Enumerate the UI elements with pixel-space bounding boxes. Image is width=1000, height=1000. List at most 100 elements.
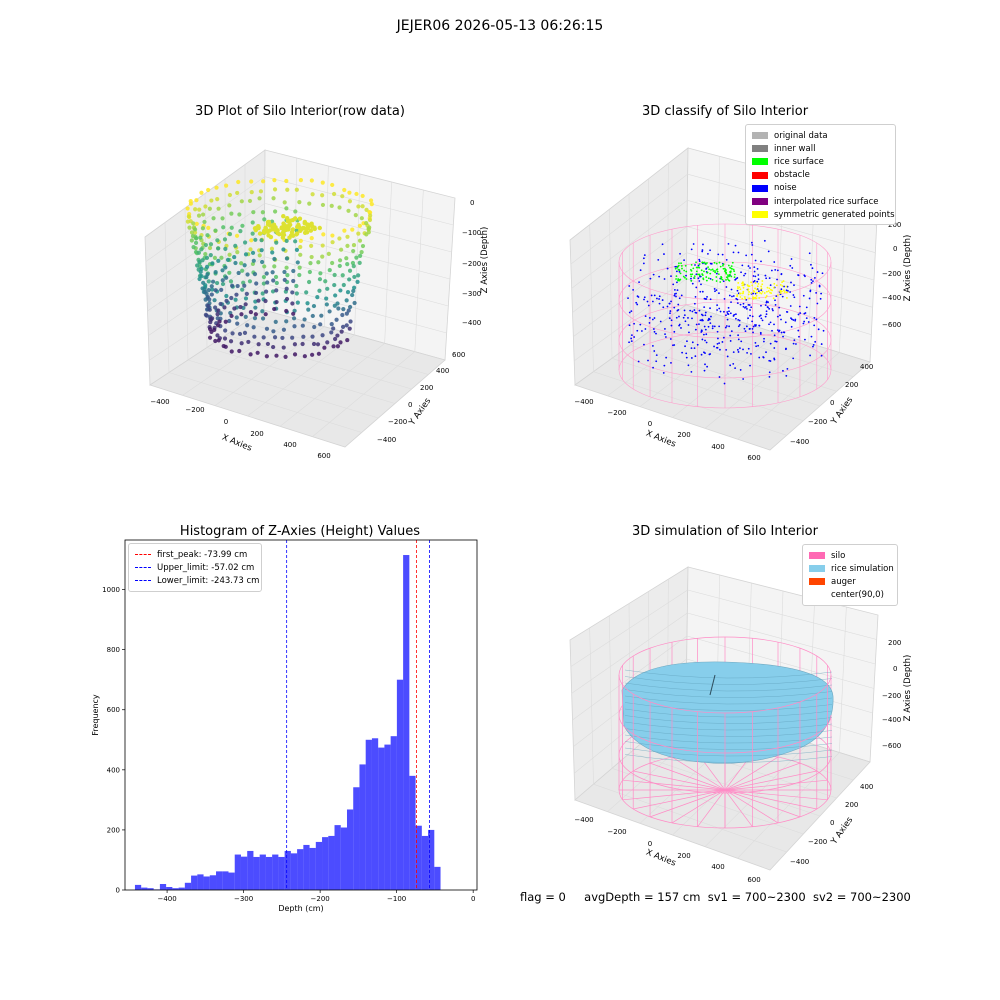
data-point xyxy=(750,253,753,256)
data-point xyxy=(767,306,769,309)
data-point xyxy=(747,317,749,320)
data-point xyxy=(776,269,779,272)
data-point xyxy=(347,268,353,273)
histogram-bar xyxy=(371,738,379,890)
data-point xyxy=(734,244,737,247)
data-point xyxy=(295,300,300,305)
data-point xyxy=(758,315,761,318)
data-point xyxy=(337,263,342,269)
p4-xtick: 0 xyxy=(648,840,652,848)
data-point xyxy=(690,277,692,280)
data-point xyxy=(298,178,304,183)
data-point xyxy=(644,315,647,318)
legend-swatch xyxy=(752,132,768,140)
histogram-bar xyxy=(353,787,360,890)
data-point xyxy=(695,273,698,276)
data-point xyxy=(220,268,225,273)
silo-spoke xyxy=(724,789,828,801)
status-footer: flag = 0 avgDepth = 157 cm sv1 = 700~230… xyxy=(520,890,911,904)
legend-swatch xyxy=(752,198,768,206)
data-point xyxy=(769,291,771,294)
legend-label: Upper_limit: -57.02 cm xyxy=(157,562,255,573)
data-point xyxy=(703,306,706,309)
data-point xyxy=(803,320,806,323)
data-point xyxy=(687,364,690,367)
data-point xyxy=(768,307,771,310)
data-point xyxy=(739,347,741,350)
data-point xyxy=(751,315,754,318)
data-point xyxy=(347,199,353,204)
data-point xyxy=(690,248,693,251)
data-point xyxy=(714,271,716,274)
p1-ytick: 400 xyxy=(436,367,449,375)
data-point xyxy=(698,260,701,263)
data-point xyxy=(700,283,702,286)
data-point xyxy=(199,190,204,195)
data-point xyxy=(747,285,750,288)
data-point xyxy=(249,238,254,243)
data-point xyxy=(690,275,693,278)
histogram-bar xyxy=(253,856,260,890)
data-point xyxy=(725,271,728,274)
data-point xyxy=(331,344,336,349)
data-point xyxy=(320,254,325,259)
data-point xyxy=(813,324,816,327)
surface-mesh-line xyxy=(624,689,833,698)
data-point xyxy=(684,345,686,348)
surface-mesh-line xyxy=(624,702,833,711)
data-point xyxy=(722,267,725,270)
data-point xyxy=(812,343,815,346)
data-point xyxy=(284,265,289,270)
data-point xyxy=(208,242,214,247)
data-point xyxy=(794,318,797,321)
y-tick-label: 1000 xyxy=(102,586,120,594)
histogram-bar xyxy=(272,854,279,890)
x-tick-label: −400 xyxy=(157,895,176,903)
data-point xyxy=(702,333,705,336)
data-point xyxy=(284,215,290,221)
histogram-bar xyxy=(203,876,210,890)
data-point xyxy=(747,347,750,350)
data-point xyxy=(737,251,740,254)
histogram-bar xyxy=(278,856,285,890)
data-point xyxy=(797,329,800,332)
data-point xyxy=(726,276,729,278)
data-point xyxy=(707,277,710,280)
legend-line xyxy=(135,580,151,582)
data-point xyxy=(768,323,770,326)
data-point xyxy=(336,306,341,311)
histogram-bar xyxy=(409,775,416,890)
data-point xyxy=(221,343,226,349)
data-point xyxy=(203,251,208,257)
data-point xyxy=(723,298,726,300)
data-point xyxy=(261,274,267,280)
data-point xyxy=(698,274,701,277)
data-point xyxy=(704,328,707,331)
p4-ztick: −600 xyxy=(882,742,901,750)
data-point xyxy=(248,247,253,252)
data-point xyxy=(272,264,277,269)
data-point xyxy=(188,199,193,204)
data-point xyxy=(711,268,714,271)
data-point xyxy=(781,281,783,284)
legend-item: symmetric generated points xyxy=(752,208,895,221)
footer-sv1: sv1 = 700~2300 xyxy=(707,890,806,904)
data-point xyxy=(710,262,713,265)
data-point xyxy=(636,303,639,306)
data-point xyxy=(210,261,215,266)
data-point xyxy=(793,296,796,299)
data-point xyxy=(191,245,196,250)
data-point xyxy=(253,290,259,296)
data-point xyxy=(766,290,768,293)
data-point xyxy=(630,340,633,343)
histogram-bar xyxy=(290,853,298,890)
data-point xyxy=(307,201,312,206)
data-point xyxy=(779,292,782,295)
data-point xyxy=(819,297,822,300)
histogram-bar xyxy=(191,875,198,890)
data-point xyxy=(680,327,682,329)
data-point xyxy=(783,285,785,288)
legend-label: original data xyxy=(774,130,828,141)
data-point xyxy=(330,240,335,245)
data-point xyxy=(701,249,704,251)
